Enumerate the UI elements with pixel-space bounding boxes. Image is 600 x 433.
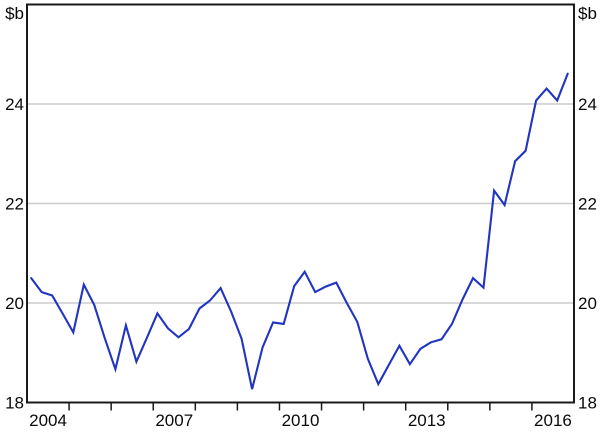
axis-labels-layer: 2004 2007 2010 2013 2016 18 18 20 20 22 22 24 24 — [5, 95, 597, 430]
y-axis-label-left: 24 — [5, 95, 24, 114]
y-axis-label-right: 20 — [578, 294, 597, 313]
y-axis-unit-label-right: $b — [578, 4, 597, 23]
gridlines-layer — [27, 103, 574, 304]
y-axis-label-left: 20 — [5, 294, 24, 313]
x-axis-label: 2016 — [534, 411, 572, 430]
data-line — [30, 72, 569, 390]
y-axis-label-right: 18 — [578, 394, 597, 413]
data-line-layer — [30, 72, 569, 390]
axis-ticks-layer — [68, 403, 533, 411]
y-axis-label-right: 22 — [578, 195, 597, 214]
y-axis-label-left: 22 — [5, 195, 24, 214]
y-axis-label-right: 24 — [578, 95, 597, 114]
plot-frame-layer — [26, 3, 575, 404]
y-axis-label-left: 18 — [5, 394, 24, 413]
x-axis-label: 2004 — [29, 411, 67, 430]
x-axis-label: 2010 — [282, 411, 320, 430]
x-axis-label: 2007 — [155, 411, 193, 430]
y-axis-unit-label-left: $b — [5, 4, 24, 23]
x-axis-label: 2013 — [408, 411, 446, 430]
plot-frame — [26, 3, 575, 404]
